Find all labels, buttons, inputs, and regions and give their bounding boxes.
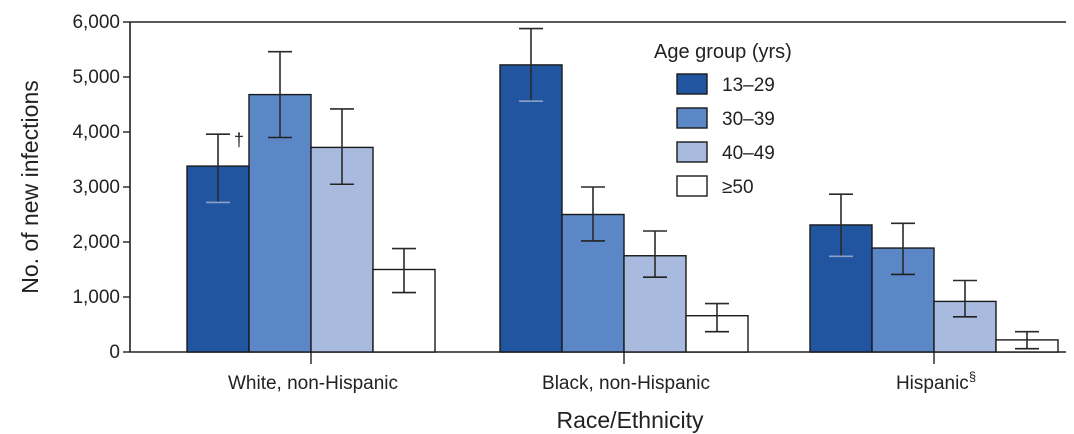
y-tick-label: 3,000 xyxy=(72,177,120,198)
legend-label: 40–49 xyxy=(722,143,775,164)
x-category-label: Hispanic§ xyxy=(896,369,976,394)
legend-title: Age group (yrs) xyxy=(654,41,792,63)
legend-swatch xyxy=(676,107,708,129)
x-category-label-text: Hispanic xyxy=(896,373,969,394)
legend-swatch xyxy=(676,73,708,95)
bar-13-29-1 xyxy=(499,64,563,353)
bar-40-49-2 xyxy=(933,300,997,353)
x-category-label-text: White, non-Hispanic xyxy=(228,373,398,394)
x-category-label-text: Black, non-Hispanic xyxy=(542,373,710,394)
bar-30-39-0 xyxy=(248,93,312,353)
legend-label: 30–39 xyxy=(722,109,775,130)
x-axis-title: Race/Ethnicity xyxy=(556,407,704,433)
y-tick-label: 5,000 xyxy=(72,67,120,88)
y-tick-label: 4,000 xyxy=(72,122,120,143)
x-category-label: Black, non-Hispanic xyxy=(542,373,710,394)
legend-label: ≥50 xyxy=(722,177,754,198)
x-category-footnote: § xyxy=(969,369,976,384)
dagger-annotation: † xyxy=(234,130,244,150)
y-tick-label: 1,000 xyxy=(72,287,120,308)
legend-swatch xyxy=(676,175,708,197)
y-tick-label: 2,000 xyxy=(72,232,120,253)
y-axis-title: No. of new infections xyxy=(17,80,43,294)
legend-label: 13–29 xyxy=(722,75,775,96)
x-category-label: White, non-Hispanic xyxy=(228,373,398,394)
y-tick-label: 6,000 xyxy=(72,12,120,33)
y-tick-label: 0 xyxy=(109,342,120,363)
bar-40-49-1 xyxy=(623,255,687,353)
legend-swatch xyxy=(676,141,708,163)
